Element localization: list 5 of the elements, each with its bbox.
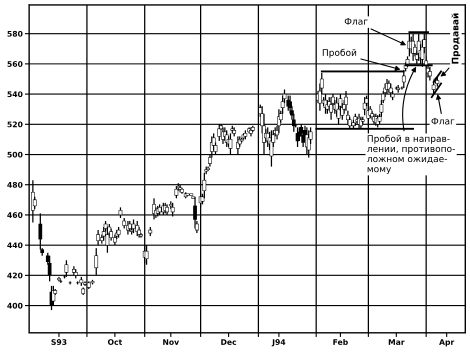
annotation: Пробой xyxy=(322,48,356,58)
annotation: Продавай xyxy=(451,13,460,64)
annotation: Пробой в направ- лении, противопо- ложном ожидае- мому xyxy=(367,134,455,174)
annotation: Флаг xyxy=(344,18,368,25)
annotation: Флаг xyxy=(432,118,454,125)
